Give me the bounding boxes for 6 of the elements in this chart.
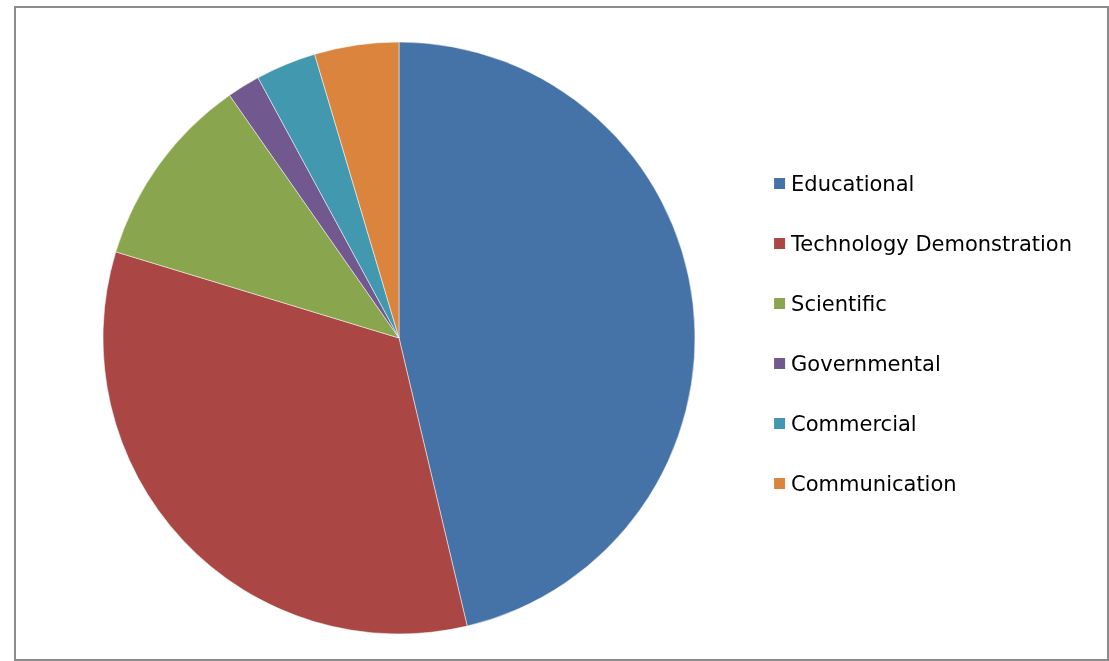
legend-label: Scientific [791, 291, 887, 316]
legend-label: Commercial [791, 411, 917, 436]
legend-label: Communication [791, 471, 957, 496]
legend-label: Technology Demonstration [790, 231, 1073, 256]
legend-label: Educational [791, 171, 915, 196]
legend-label: Governmental [791, 351, 941, 376]
